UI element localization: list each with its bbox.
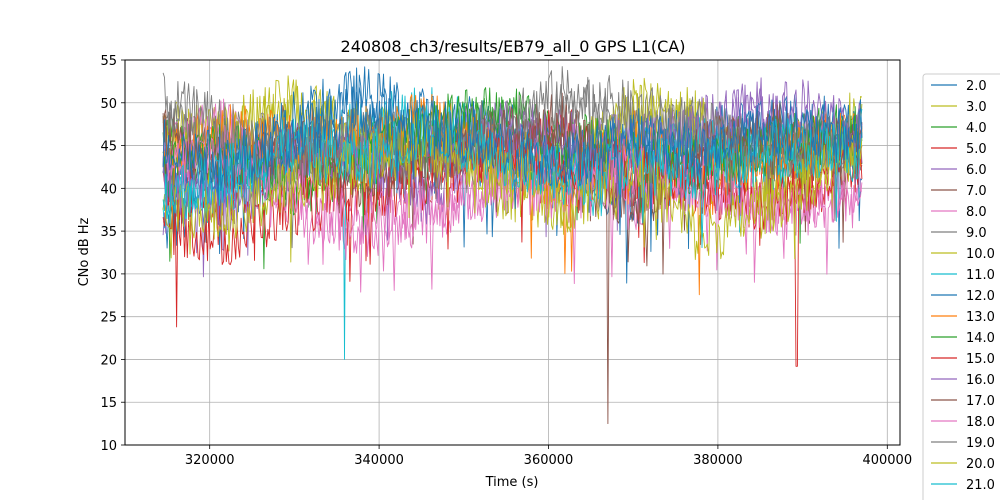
legend-label: 10.0 <box>966 247 995 262</box>
legend-label: 7.0 <box>966 184 987 199</box>
series-line-22-0 <box>162 86 863 252</box>
x-tick-label: 400000 <box>862 453 912 468</box>
y-tick-label: 15 <box>100 396 117 411</box>
legend-label: 8.0 <box>966 205 987 220</box>
series-line-15-0 <box>162 121 863 367</box>
legend-label: 9.0 <box>966 226 987 241</box>
y-tick-label: 35 <box>100 225 117 240</box>
series-line-21-0 <box>162 104 863 249</box>
legend-label: 20.0 <box>966 457 995 472</box>
x-axis-label: Time (s) <box>485 475 539 490</box>
legend-label: 13.0 <box>966 310 995 325</box>
legend-label: 12.0 <box>966 289 995 304</box>
legend-box <box>922 73 1000 500</box>
y-tick-label: 25 <box>100 311 117 326</box>
legend-label: 16.0 <box>966 373 995 388</box>
y-tick-label: 30 <box>100 268 117 283</box>
legend-label: 4.0 <box>966 121 987 136</box>
legend-label: 2.0 <box>966 79 987 94</box>
y-tick-label: 45 <box>100 140 117 155</box>
legend-label: 5.0 <box>966 142 987 157</box>
series-lines <box>162 66 863 425</box>
legend-label: 21.0 <box>966 478 995 493</box>
chart-title: 240808_ch3/results/EB79_all_0 GPS L1(CA) <box>341 37 686 57</box>
y-tick-label: 55 <box>100 54 117 69</box>
legend-label: 15.0 <box>966 352 995 367</box>
x-axis: 320000 340000 360000 380000 400000 <box>185 445 912 468</box>
x-tick-label: 320000 <box>185 453 235 468</box>
legend-label: 18.0 <box>966 415 995 430</box>
y-tick-label: 50 <box>100 97 117 112</box>
legend-label: 11.0 <box>966 268 995 283</box>
legend-label: 19.0 <box>966 436 995 451</box>
x-tick-label: 340000 <box>354 453 404 468</box>
x-tick-label: 360000 <box>524 453 574 468</box>
legend-label: 14.0 <box>966 331 995 346</box>
series-line-20-0 <box>162 118 863 263</box>
plot-frame <box>124 59 901 446</box>
y-tick-label: 20 <box>100 353 117 368</box>
y-axis-label: CNo dB Hz <box>77 217 92 286</box>
x-tick-label: 380000 <box>693 453 743 468</box>
legend-label: 17.0 <box>966 394 995 409</box>
legend: 2.0 3.0 4.0 5.0 6.0 7.0 8.0 9.0 10.0 11.0 12.0 13.0… <box>922 73 1000 500</box>
y-tick-label: 10 <box>100 439 117 454</box>
y-tick-label: 40 <box>100 182 117 197</box>
legend-label: 3.0 <box>966 100 987 115</box>
legend-label: 6.0 <box>966 163 987 178</box>
y-axis: 10 15 20 25 30 35 40 45 50 55 <box>100 54 125 454</box>
